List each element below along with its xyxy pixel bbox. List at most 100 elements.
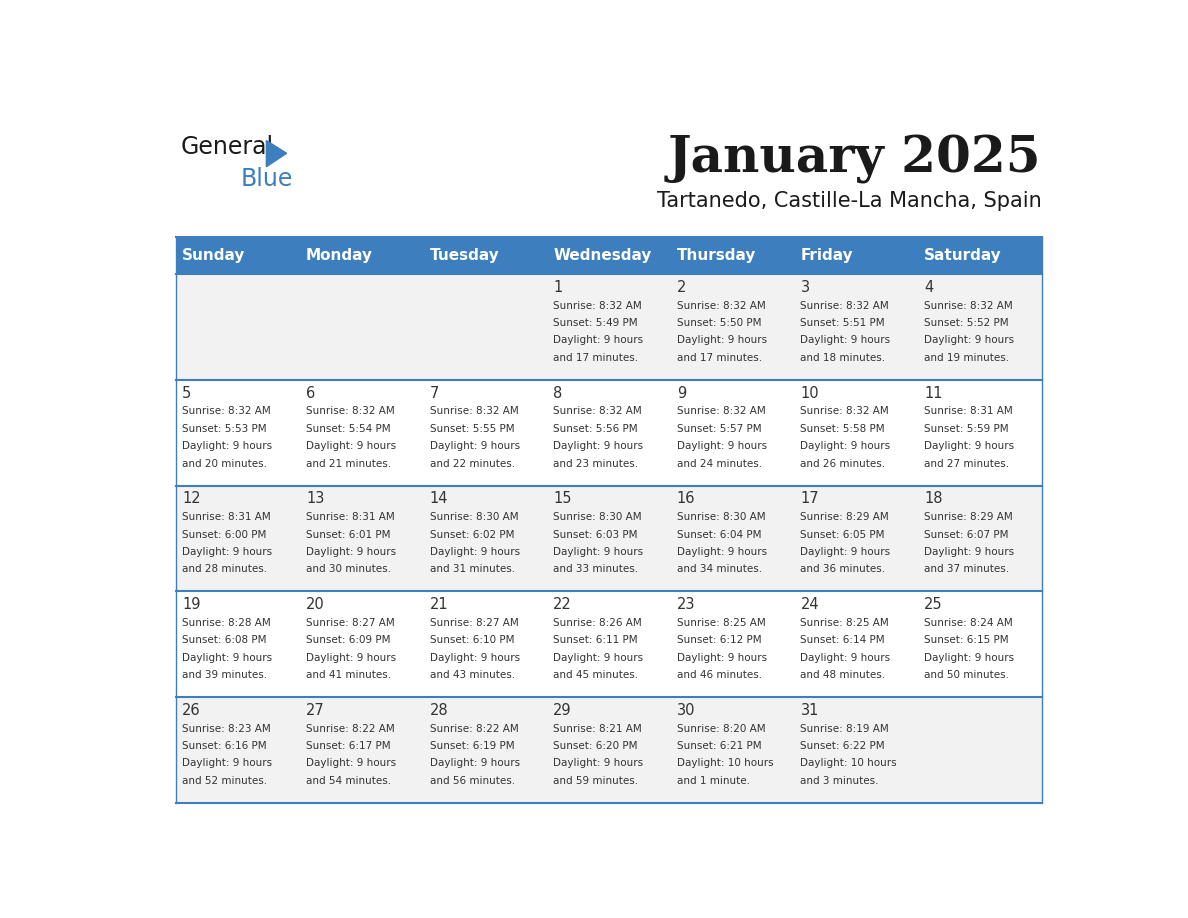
Text: Sunset: 6:20 PM: Sunset: 6:20 PM <box>554 741 638 751</box>
Text: Sunrise: 8:30 AM: Sunrise: 8:30 AM <box>554 512 642 522</box>
Text: and 50 minutes.: and 50 minutes. <box>924 670 1009 680</box>
Text: Daylight: 9 hours: Daylight: 9 hours <box>801 653 891 663</box>
Text: Daylight: 9 hours: Daylight: 9 hours <box>182 442 272 452</box>
Text: Daylight: 9 hours: Daylight: 9 hours <box>554 335 644 345</box>
Text: and 17 minutes.: and 17 minutes. <box>554 353 638 363</box>
Bar <box>423 486 546 591</box>
Text: and 21 minutes.: and 21 minutes. <box>307 459 391 469</box>
Text: Sunset: 6:11 PM: Sunset: 6:11 PM <box>554 635 638 645</box>
Text: Sunset: 6:02 PM: Sunset: 6:02 PM <box>430 530 514 540</box>
Text: 9: 9 <box>677 386 687 401</box>
Text: and 26 minutes.: and 26 minutes. <box>801 459 885 469</box>
Text: Tuesday: Tuesday <box>430 248 499 263</box>
Bar <box>176 697 299 803</box>
Text: and 37 minutes.: and 37 minutes. <box>924 565 1010 575</box>
Text: 11: 11 <box>924 386 942 401</box>
Text: and 41 minutes.: and 41 minutes. <box>307 670 391 680</box>
Text: Daylight: 9 hours: Daylight: 9 hours <box>924 547 1015 557</box>
Text: and 27 minutes.: and 27 minutes. <box>924 459 1010 469</box>
Bar <box>299 274 423 380</box>
Bar <box>423 591 546 697</box>
Text: 1: 1 <box>554 280 562 295</box>
Text: Sunrise: 8:27 AM: Sunrise: 8:27 AM <box>430 618 518 628</box>
Text: Monday: Monday <box>307 248 373 263</box>
Text: Sunrise: 8:31 AM: Sunrise: 8:31 AM <box>924 407 1013 417</box>
Text: and 30 minutes.: and 30 minutes. <box>307 565 391 575</box>
Text: Sunrise: 8:28 AM: Sunrise: 8:28 AM <box>182 618 271 628</box>
Text: 20: 20 <box>307 598 324 612</box>
Text: and 17 minutes.: and 17 minutes. <box>677 353 762 363</box>
Text: Sunrise: 8:32 AM: Sunrise: 8:32 AM <box>307 407 394 417</box>
Bar <box>176 238 299 274</box>
Text: Daylight: 10 hours: Daylight: 10 hours <box>677 758 773 768</box>
Bar <box>299 697 423 803</box>
Text: 3: 3 <box>801 280 809 295</box>
Text: Sunrise: 8:21 AM: Sunrise: 8:21 AM <box>554 723 642 733</box>
Text: 4: 4 <box>924 280 934 295</box>
Text: Sunset: 6:08 PM: Sunset: 6:08 PM <box>182 635 267 645</box>
Text: Sunrise: 8:32 AM: Sunrise: 8:32 AM <box>677 407 765 417</box>
Text: Daylight: 9 hours: Daylight: 9 hours <box>924 653 1015 663</box>
Text: and 3 minutes.: and 3 minutes. <box>801 776 879 786</box>
Text: Sunrise: 8:32 AM: Sunrise: 8:32 AM <box>801 407 890 417</box>
Text: and 18 minutes.: and 18 minutes. <box>801 353 885 363</box>
Text: 29: 29 <box>554 703 571 718</box>
Text: Saturday: Saturday <box>924 248 1001 263</box>
Text: Daylight: 9 hours: Daylight: 9 hours <box>801 335 891 345</box>
Text: Daylight: 9 hours: Daylight: 9 hours <box>554 547 644 557</box>
Text: 17: 17 <box>801 491 819 507</box>
Text: Sunset: 5:59 PM: Sunset: 5:59 PM <box>924 424 1009 434</box>
Text: Sunrise: 8:25 AM: Sunrise: 8:25 AM <box>677 618 765 628</box>
Bar <box>546 486 671 591</box>
Text: Daylight: 9 hours: Daylight: 9 hours <box>924 335 1015 345</box>
Bar <box>795 591 918 697</box>
Text: Sunset: 5:53 PM: Sunset: 5:53 PM <box>182 424 267 434</box>
Text: Sunrise: 8:20 AM: Sunrise: 8:20 AM <box>677 723 765 733</box>
Text: Daylight: 9 hours: Daylight: 9 hours <box>554 653 644 663</box>
Text: and 20 minutes.: and 20 minutes. <box>182 459 267 469</box>
Text: 28: 28 <box>430 703 448 718</box>
Text: Sunset: 6:15 PM: Sunset: 6:15 PM <box>924 635 1009 645</box>
Bar <box>918 486 1042 591</box>
Text: Sunset: 6:10 PM: Sunset: 6:10 PM <box>430 635 514 645</box>
Bar <box>918 238 1042 274</box>
Bar <box>671 274 795 380</box>
Text: Blue: Blue <box>240 167 293 191</box>
Text: and 33 minutes.: and 33 minutes. <box>554 565 638 575</box>
Text: Daylight: 9 hours: Daylight: 9 hours <box>554 758 644 768</box>
Text: Daylight: 9 hours: Daylight: 9 hours <box>430 547 519 557</box>
Bar <box>299 591 423 697</box>
Text: Sunset: 6:09 PM: Sunset: 6:09 PM <box>307 635 391 645</box>
Text: Sunrise: 8:25 AM: Sunrise: 8:25 AM <box>801 618 890 628</box>
Text: Sunrise: 8:32 AM: Sunrise: 8:32 AM <box>430 407 518 417</box>
Text: Sunrise: 8:32 AM: Sunrise: 8:32 AM <box>554 300 642 310</box>
Text: Sunset: 6:07 PM: Sunset: 6:07 PM <box>924 530 1009 540</box>
Text: and 28 minutes.: and 28 minutes. <box>182 565 267 575</box>
Text: Sunrise: 8:30 AM: Sunrise: 8:30 AM <box>677 512 765 522</box>
Text: and 1 minute.: and 1 minute. <box>677 776 750 786</box>
Text: Sunset: 6:16 PM: Sunset: 6:16 PM <box>182 741 267 751</box>
Text: Sunset: 5:57 PM: Sunset: 5:57 PM <box>677 424 762 434</box>
Bar <box>299 380 423 486</box>
Bar <box>795 238 918 274</box>
Text: Sunrise: 8:24 AM: Sunrise: 8:24 AM <box>924 618 1013 628</box>
Bar <box>176 486 299 591</box>
Text: 24: 24 <box>801 598 819 612</box>
Text: 16: 16 <box>677 491 695 507</box>
Text: 12: 12 <box>182 491 201 507</box>
Text: 2: 2 <box>677 280 687 295</box>
Text: Sunrise: 8:32 AM: Sunrise: 8:32 AM <box>924 300 1013 310</box>
Text: and 48 minutes.: and 48 minutes. <box>801 670 885 680</box>
Text: Sunrise: 8:22 AM: Sunrise: 8:22 AM <box>307 723 394 733</box>
Text: Sunset: 6:03 PM: Sunset: 6:03 PM <box>554 530 638 540</box>
Bar <box>671 238 795 274</box>
Text: and 22 minutes.: and 22 minutes. <box>430 459 514 469</box>
Text: 6: 6 <box>307 386 315 401</box>
Text: Sunrise: 8:32 AM: Sunrise: 8:32 AM <box>182 407 271 417</box>
Text: Daylight: 9 hours: Daylight: 9 hours <box>924 442 1015 452</box>
Bar <box>423 380 546 486</box>
Text: Daylight: 9 hours: Daylight: 9 hours <box>307 758 396 768</box>
Text: Daylight: 9 hours: Daylight: 9 hours <box>182 547 272 557</box>
Text: Sunrise: 8:23 AM: Sunrise: 8:23 AM <box>182 723 271 733</box>
Text: and 54 minutes.: and 54 minutes. <box>307 776 391 786</box>
